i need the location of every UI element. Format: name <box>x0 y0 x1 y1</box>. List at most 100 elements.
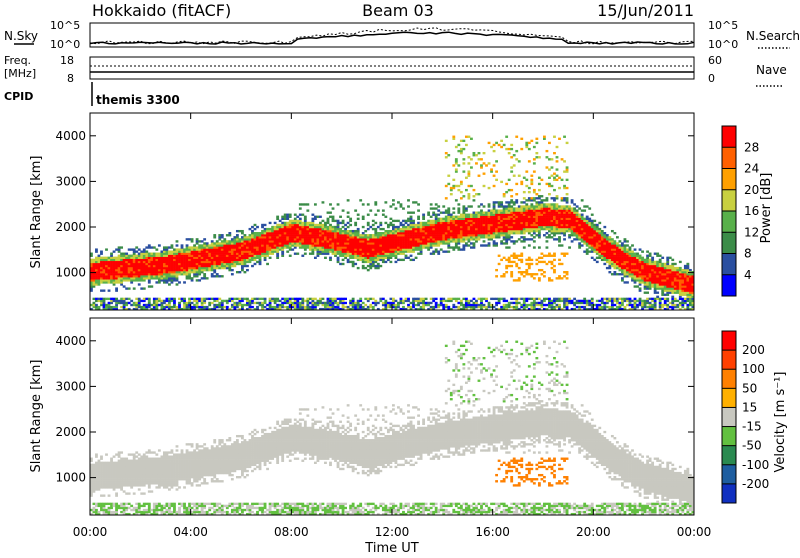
power-cell <box>279 224 282 226</box>
power-cell <box>241 306 244 308</box>
power-cell <box>264 255 267 257</box>
power-cell <box>133 269 136 271</box>
power-cell <box>231 300 234 302</box>
power-cell <box>281 244 284 246</box>
power-cell <box>407 250 410 252</box>
power-cell <box>233 242 236 244</box>
power-cell <box>372 255 375 257</box>
power-cell <box>460 234 463 236</box>
power-cell <box>264 300 267 302</box>
power-cell <box>264 244 267 246</box>
power-cell <box>415 246 418 248</box>
power-cell <box>621 279 624 281</box>
power-cell <box>538 234 541 236</box>
power-cell <box>339 248 342 250</box>
power-cell <box>452 220 455 222</box>
cpid-value: themis 3300 <box>96 93 180 107</box>
power-cell <box>566 166 569 168</box>
power-cell <box>198 240 201 242</box>
power-cell <box>445 250 448 252</box>
power-cell <box>193 265 196 267</box>
power-cell <box>352 236 355 238</box>
power-cell <box>546 246 549 248</box>
power-cell <box>216 261 219 263</box>
power-cell <box>498 203 501 205</box>
power-cell <box>264 246 267 248</box>
power-cell <box>596 248 599 250</box>
power-cell <box>520 222 523 224</box>
power-cell <box>553 230 556 232</box>
power-cell <box>178 257 181 259</box>
power-cell <box>397 238 400 240</box>
power-cell <box>171 269 174 271</box>
power-cell <box>153 267 156 269</box>
power-cell <box>367 238 370 240</box>
power-cell <box>629 302 632 304</box>
power-cell <box>314 240 317 242</box>
power-cell <box>493 232 496 234</box>
power-cell <box>608 259 611 261</box>
power-cell <box>211 267 214 269</box>
power-cell <box>535 207 538 209</box>
power-cell <box>548 253 551 255</box>
power-cell <box>460 181 463 183</box>
power-cell <box>241 255 244 257</box>
power-cell <box>405 222 408 224</box>
power-cell <box>120 283 123 285</box>
power-cell <box>588 234 591 236</box>
power-cell <box>473 236 476 238</box>
power-cell <box>135 279 138 281</box>
power-cell <box>105 267 108 269</box>
power-cell <box>546 220 549 222</box>
power-cell <box>447 232 450 234</box>
power-cell <box>256 255 259 257</box>
power-cell <box>473 234 476 236</box>
power-cell <box>138 248 141 250</box>
power-cell <box>171 257 174 259</box>
power-cell <box>311 300 314 302</box>
power-cell <box>148 265 151 267</box>
power-cell <box>483 212 486 214</box>
power-cell <box>601 298 604 300</box>
power-cell <box>445 197 448 199</box>
power-cell <box>279 244 282 246</box>
power-cell <box>608 238 611 240</box>
power-cell <box>473 228 476 230</box>
power-cell <box>208 244 211 246</box>
power-cell <box>530 306 533 308</box>
power-cell <box>457 189 460 191</box>
power-cell <box>123 257 126 259</box>
power-cell <box>505 222 508 224</box>
power-cell <box>538 195 541 197</box>
power-cell <box>208 304 211 306</box>
power-cell <box>372 261 375 263</box>
power-cell <box>546 228 549 230</box>
power-cell <box>576 236 579 238</box>
power-cell <box>289 236 292 238</box>
power-cell <box>143 265 146 267</box>
power-cell <box>435 228 438 230</box>
power-cell <box>354 255 357 257</box>
power-cell <box>342 302 345 304</box>
power-cell <box>150 277 153 279</box>
power-cell <box>188 271 191 273</box>
power-cell <box>440 300 443 302</box>
power-cell <box>201 298 204 300</box>
power-cell <box>133 259 136 261</box>
power-cell <box>503 242 506 244</box>
power-cell <box>98 281 101 283</box>
power-cell <box>412 306 415 308</box>
power-cell <box>608 306 611 308</box>
power-cell <box>508 302 511 304</box>
power-cell <box>372 242 375 244</box>
power-cell <box>115 306 118 308</box>
power-cell <box>208 269 211 271</box>
power-cell <box>362 267 365 269</box>
power-cell <box>508 246 511 248</box>
power-cell <box>530 238 533 240</box>
power-cell <box>558 232 561 234</box>
power-cell <box>407 236 410 238</box>
power-cell <box>465 177 468 179</box>
power-cell <box>100 300 103 302</box>
